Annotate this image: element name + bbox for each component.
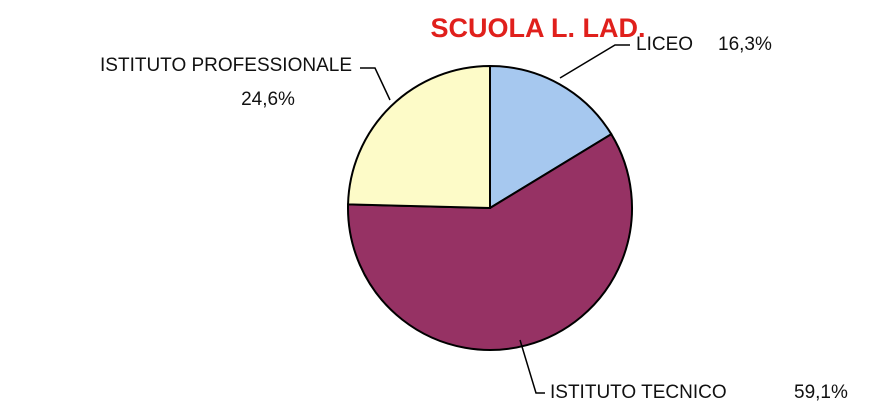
leader-line [360, 67, 391, 101]
value-label: 16,3% [718, 34, 772, 55]
value-label: 59,1% [794, 382, 848, 403]
value-label: 24,6% [241, 89, 295, 110]
slice-label: LICEO [636, 34, 693, 55]
leader-line [519, 339, 545, 394]
chart-title: SCUOLA L. LAD. [431, 13, 646, 43]
leader-line [559, 44, 630, 79]
slice-label: ISTITUTO PROFESSIONALE [100, 55, 352, 76]
pie-slice [347, 64, 491, 210]
pie-slice [489, 64, 613, 210]
slice-label: ISTITUTO TECNICO [550, 382, 727, 403]
pie-slice [347, 132, 633, 351]
